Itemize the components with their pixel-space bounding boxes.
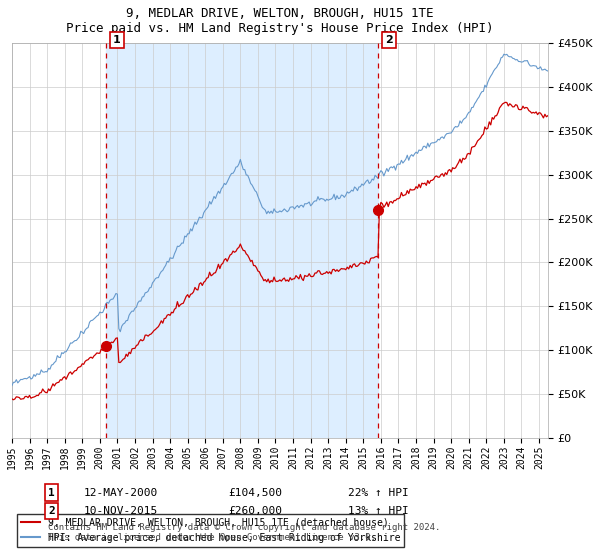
Text: Contains HM Land Registry data © Crown copyright and database right 2024.
This d: Contains HM Land Registry data © Crown c… [48,523,440,543]
Text: 12-MAY-2000: 12-MAY-2000 [84,488,158,498]
Text: 1: 1 [48,488,55,498]
Text: 22% ↑ HPI: 22% ↑ HPI [348,488,409,498]
Legend: 9, MEDLAR DRIVE, WELTON, BROUGH, HU15 1TE (detached house), HPI: Average price, : 9, MEDLAR DRIVE, WELTON, BROUGH, HU15 1T… [17,514,404,547]
Text: £104,500: £104,500 [228,488,282,498]
Text: £260,000: £260,000 [228,506,282,516]
Text: 13% ↑ HPI: 13% ↑ HPI [348,506,409,516]
Text: 2: 2 [385,35,393,45]
Bar [106,43,379,438]
Title: 9, MEDLAR DRIVE, WELTON, BROUGH, HU15 1TE
Price paid vs. HM Land Registry's Hous: 9, MEDLAR DRIVE, WELTON, BROUGH, HU15 1T… [66,7,494,35]
Text: 1: 1 [113,35,121,45]
Text: 10-NOV-2015: 10-NOV-2015 [84,506,158,516]
Text: 2: 2 [48,506,55,516]
